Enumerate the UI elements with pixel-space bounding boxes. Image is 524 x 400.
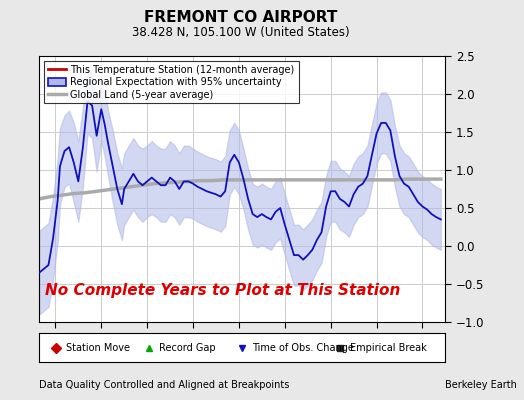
Text: Record Gap: Record Gap xyxy=(159,342,216,353)
Text: Time of Obs. Change: Time of Obs. Change xyxy=(253,342,354,353)
Text: FREMONT CO AIRPORT: FREMONT CO AIRPORT xyxy=(144,10,338,25)
Text: Data Quality Controlled and Aligned at Breakpoints: Data Quality Controlled and Aligned at B… xyxy=(39,380,290,390)
Text: Station Move: Station Move xyxy=(66,342,130,353)
Text: Empirical Break: Empirical Break xyxy=(350,342,427,353)
Text: No Complete Years to Plot at This Station: No Complete Years to Plot at This Statio… xyxy=(45,282,400,298)
Legend: This Temperature Station (12-month average), Regional Expectation with 95% uncer: This Temperature Station (12-month avera… xyxy=(44,61,299,104)
Text: Berkeley Earth: Berkeley Earth xyxy=(445,380,517,390)
Text: 38.428 N, 105.100 W (United States): 38.428 N, 105.100 W (United States) xyxy=(132,26,350,39)
